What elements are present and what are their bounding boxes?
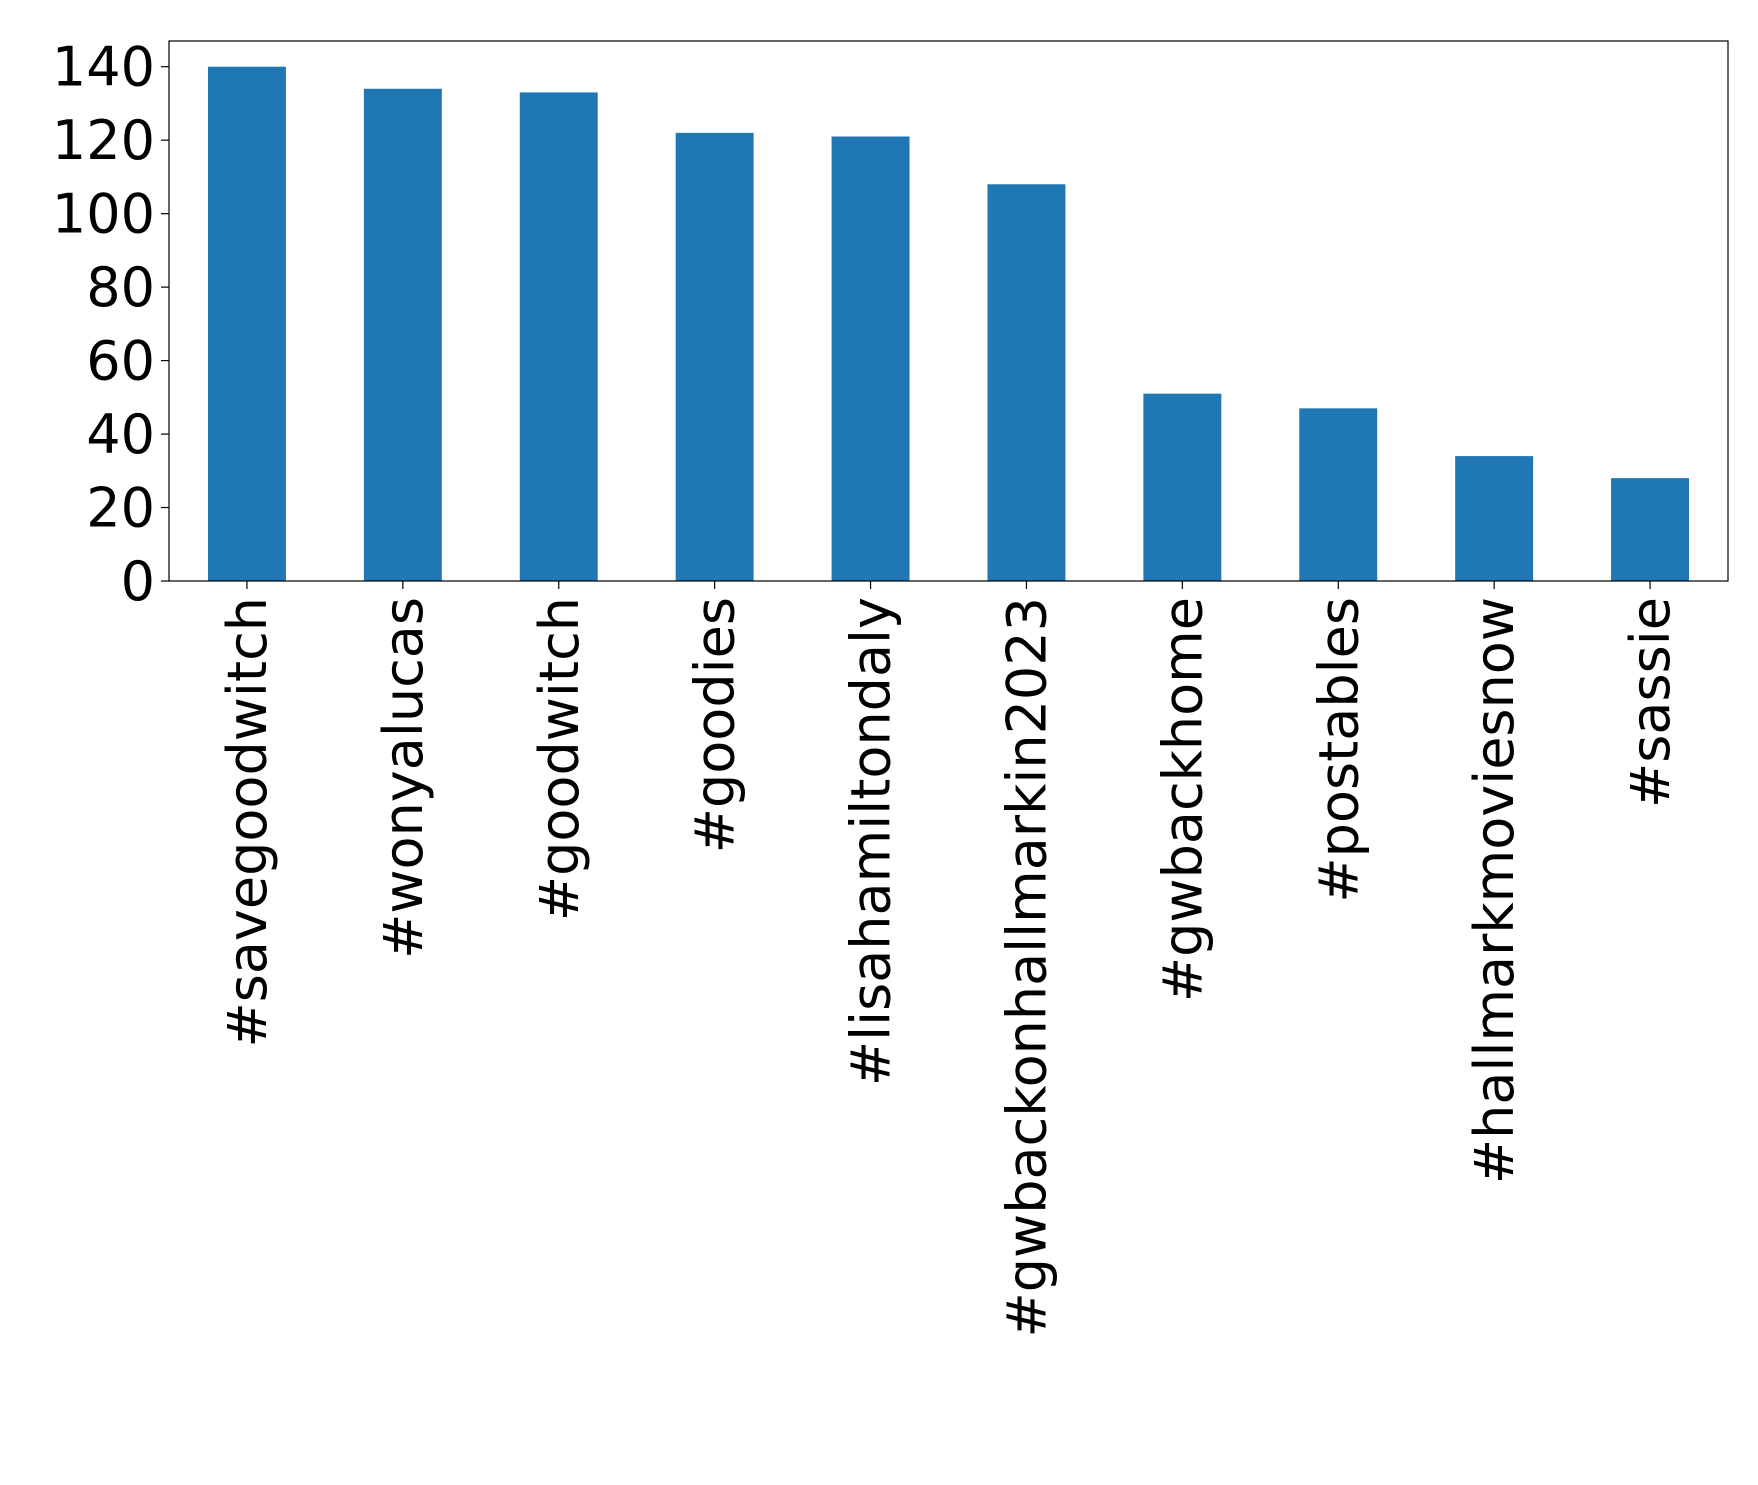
- plot-frame: [168, 40, 1729, 582]
- bar: [363, 88, 442, 582]
- y-tick-label: 20: [86, 477, 155, 540]
- x-tick-label: #sassie: [1619, 597, 1682, 808]
- bar: [987, 184, 1066, 581]
- bar: [675, 132, 754, 581]
- x-tick-label: #postables: [1307, 597, 1370, 903]
- y-tick-label: 100: [52, 183, 155, 246]
- bar: [831, 136, 910, 582]
- y-tick-label: 120: [52, 109, 155, 172]
- y-tick-label: 0: [121, 550, 155, 613]
- x-tick-label: #goodwitch: [528, 597, 591, 921]
- x-tick-label: #wonyalucas: [372, 597, 435, 959]
- bar: [1299, 408, 1378, 581]
- bar: [1455, 456, 1534, 581]
- bar: [1611, 478, 1690, 581]
- bar: [519, 92, 598, 581]
- x-tick-label: #gwbackhome: [1151, 597, 1214, 1002]
- y-tick-label: 80: [86, 256, 155, 319]
- x-tick-label: #gwbackonhallmarkin2023: [995, 597, 1058, 1338]
- x-tick-label: #goodies: [684, 597, 747, 853]
- x-tick-label: #lisahamiltondaly: [840, 597, 903, 1086]
- y-tick-label: 60: [86, 330, 155, 393]
- y-tick-label: 40: [86, 403, 155, 466]
- bar: [1143, 393, 1222, 581]
- x-tick-label: #savegoodwitch: [216, 597, 279, 1048]
- y-tick-label: 140: [52, 36, 155, 99]
- x-tick-label: #hallmarkmoviesnow: [1463, 597, 1526, 1184]
- bar: [207, 66, 286, 581]
